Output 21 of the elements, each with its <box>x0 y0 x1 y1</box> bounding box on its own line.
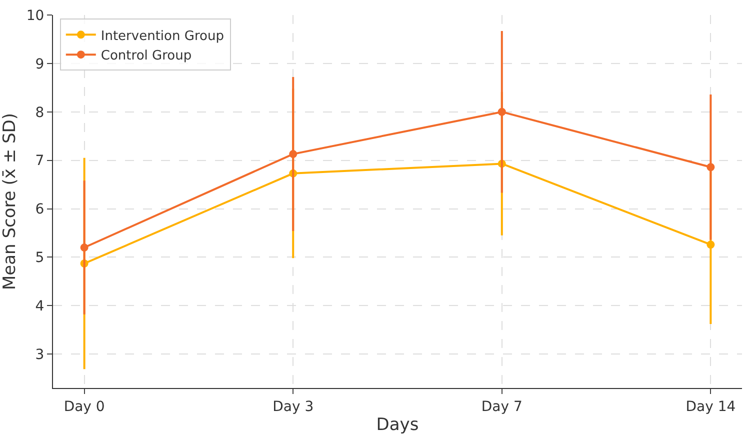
legend-label: Intervention Group <box>100 28 224 44</box>
point <box>706 163 715 172</box>
y-tick-label: 4 <box>35 298 44 315</box>
point <box>498 108 506 116</box>
point <box>289 150 298 158</box>
x-tick-label: Day 7 <box>481 398 522 415</box>
y-tick-label: 9 <box>35 56 44 72</box>
y-tick-label: 6 <box>35 202 44 218</box>
y-tick-label: 3 <box>35 346 44 363</box>
y-tick-label: 10 <box>26 8 44 24</box>
legend-label: Control Group <box>100 48 192 64</box>
x-tick-label: Day 14 <box>686 398 736 415</box>
point <box>80 244 88 252</box>
y-axis-title: Mean Score (x̄ ± SD) <box>0 113 20 290</box>
y-tick-label: 8 <box>35 104 44 121</box>
y-tick-label: 7 <box>35 153 44 170</box>
point <box>706 240 715 249</box>
x-tick-label: Day 0 <box>64 398 105 415</box>
y-tick-label: 5 <box>35 250 44 266</box>
x-tick-label: Day 3 <box>272 398 314 415</box>
x-axis-title: Days <box>376 415 419 436</box>
